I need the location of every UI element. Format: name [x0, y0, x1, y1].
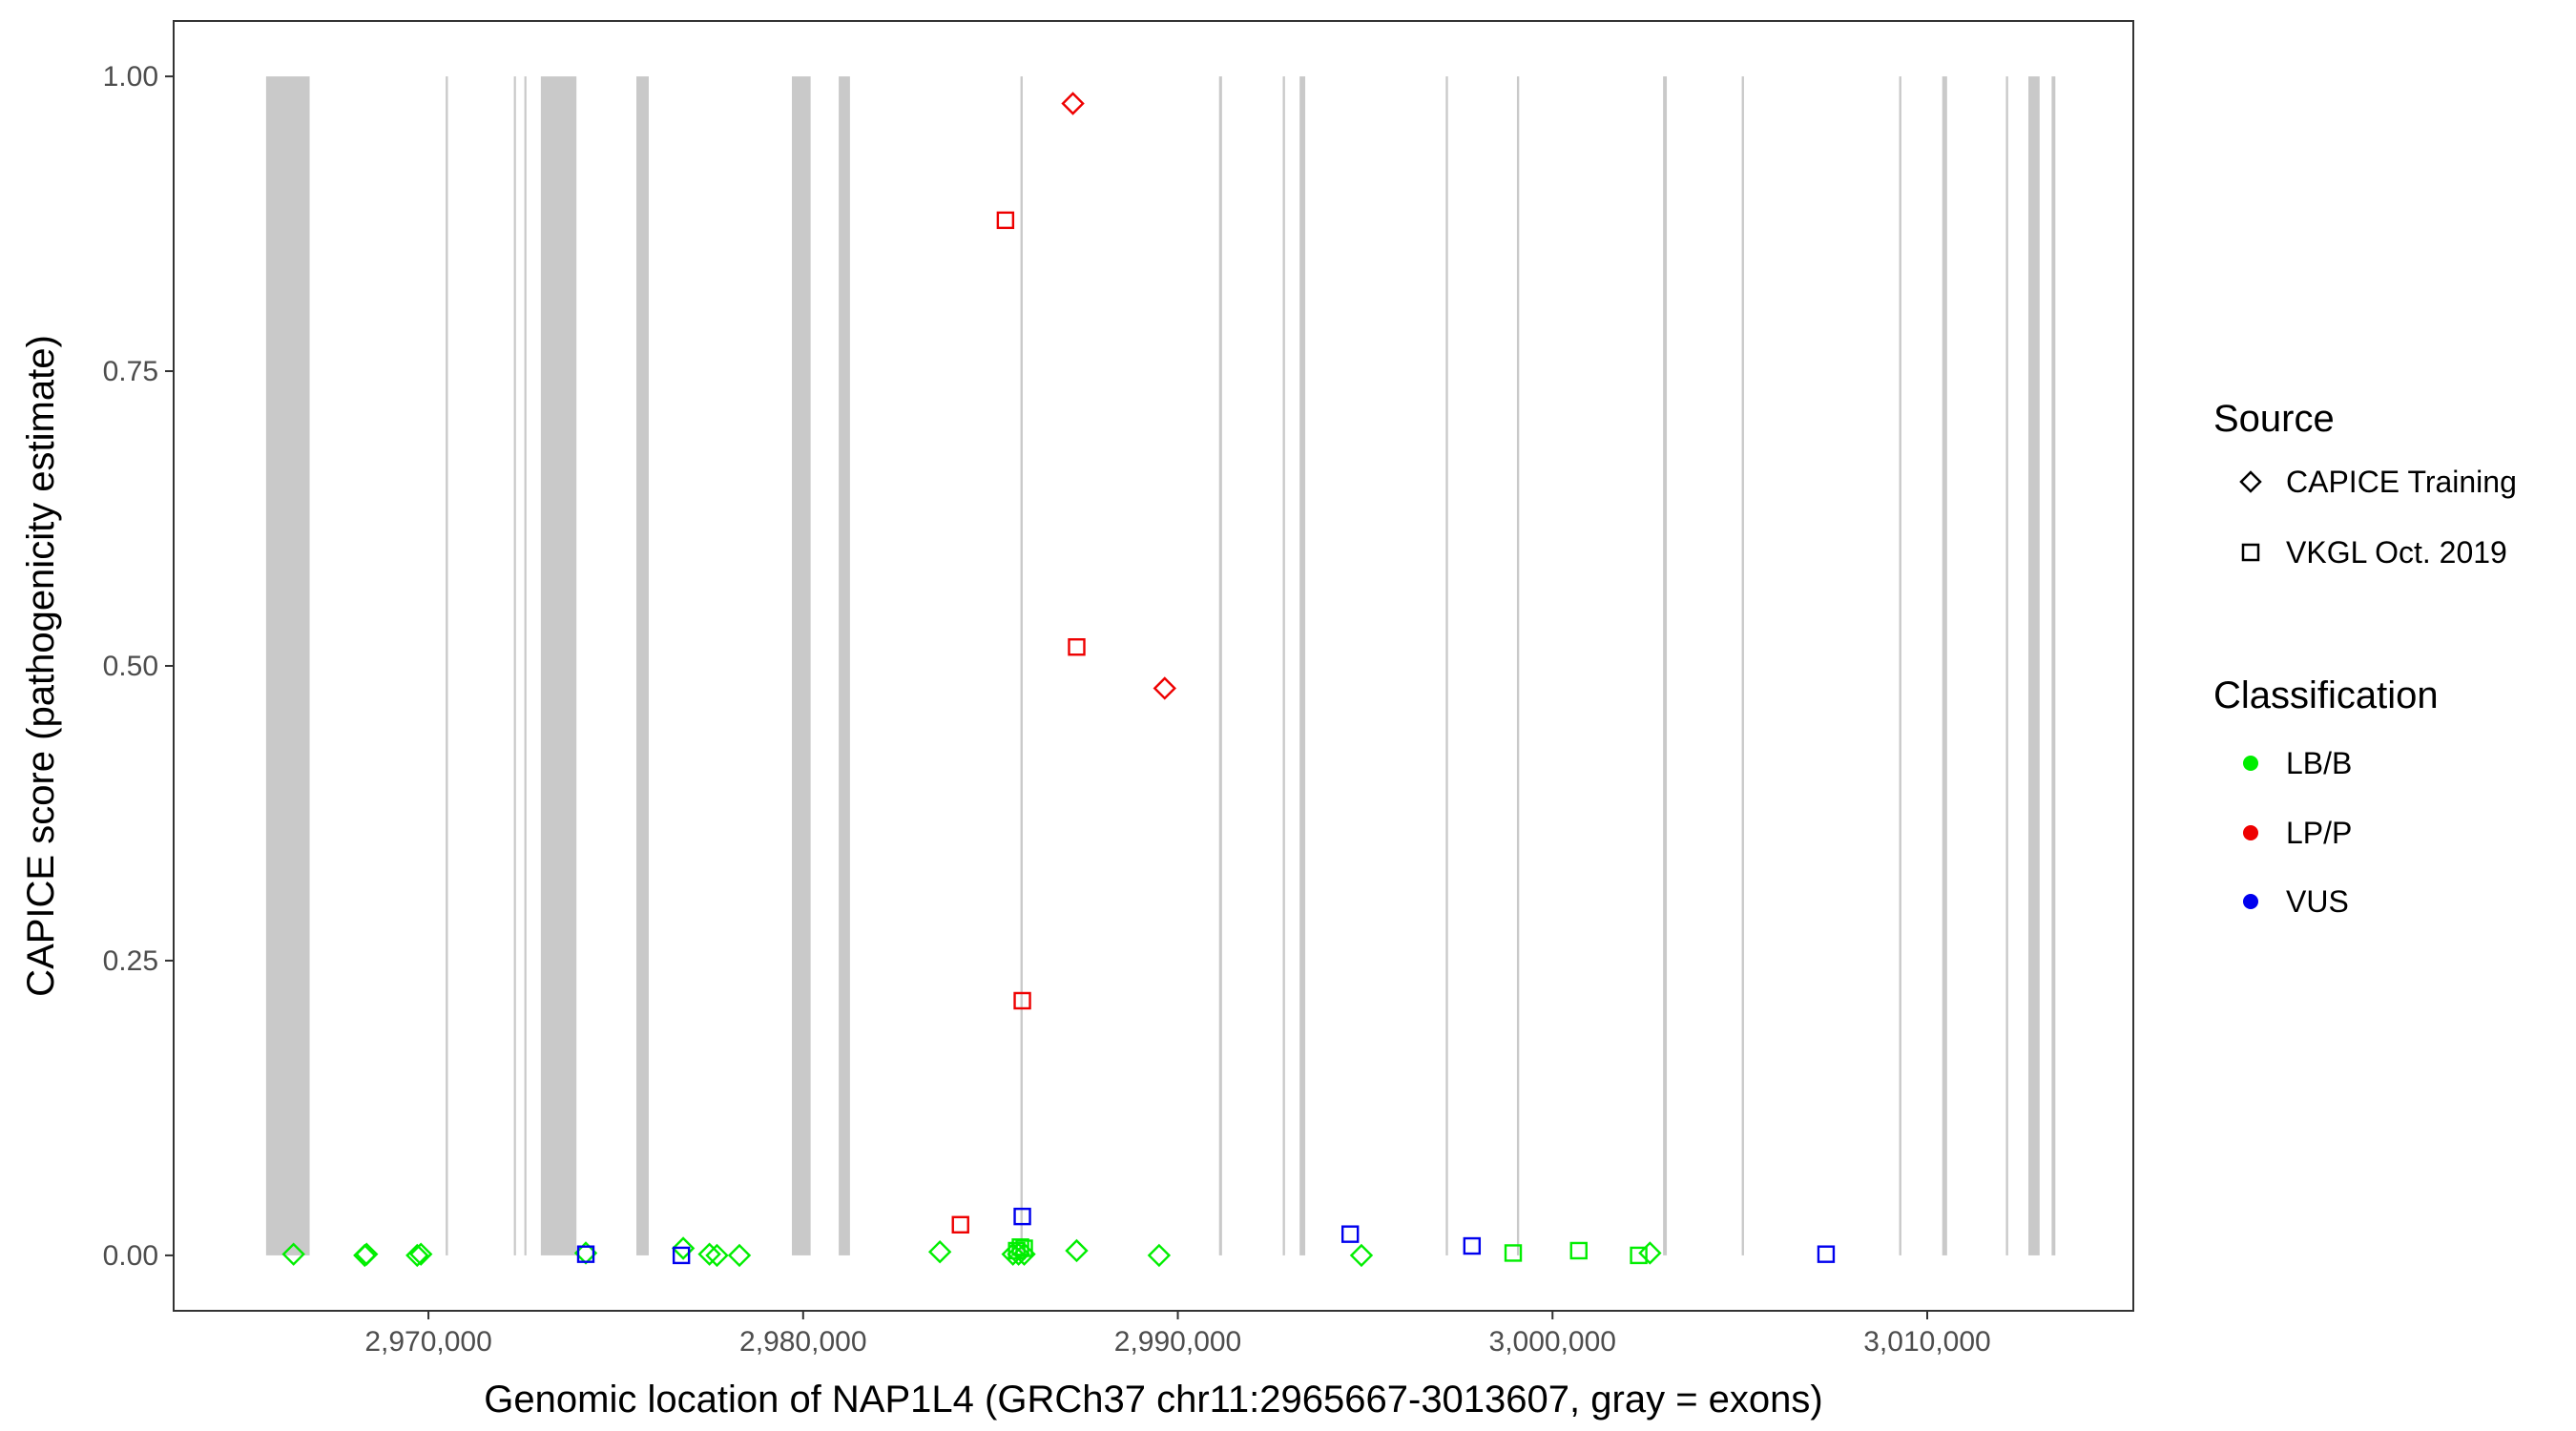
data-point-square [1015, 1239, 1033, 1257]
data-point-diamond [671, 1236, 696, 1260]
exon-band [1282, 76, 1285, 1255]
x-axis: 2,970,000 2,980,000 2,990,000 3,000,000 3,01… [364, 1311, 1991, 1358]
data-point-square [1463, 1236, 1482, 1255]
legend-entry-capice-training: CAPICE Training [2239, 465, 2517, 499]
exon-band [2051, 76, 2056, 1255]
y-axis: 0.00 0.25 0.50 0.75 1.00 [103, 61, 174, 1272]
x-tick-label: 2,980,000 [739, 1326, 866, 1358]
exon-band [839, 76, 850, 1255]
x-tick-label: 2,990,000 [1114, 1326, 1241, 1358]
exon-band [792, 76, 811, 1255]
data-point-square [951, 1215, 969, 1234]
data-point-diamond [1349, 1243, 1374, 1268]
y-tick-label: 0.75 [103, 356, 158, 387]
legend-lpp-dot-icon [2243, 825, 2258, 840]
exon-band [265, 76, 310, 1255]
data-point-square [1504, 1244, 1523, 1262]
data-point-square [576, 1245, 595, 1263]
exon-band [2028, 76, 2040, 1255]
data-point-diamond [281, 1242, 305, 1266]
exon-band [1299, 76, 1306, 1255]
data-point-square [996, 211, 1015, 230]
exon-band [1020, 76, 1023, 1255]
y-tick-label: 0.00 [103, 1240, 158, 1272]
exon-band [524, 76, 527, 1255]
y-tick-label: 0.50 [103, 651, 158, 682]
data-point-diamond [927, 1240, 952, 1264]
data-point-diamond [355, 1242, 379, 1266]
data-point-diamond [409, 1242, 433, 1266]
legend-label-capice-training: CAPICE Training [2286, 465, 2517, 499]
data-point-square [1630, 1246, 1648, 1265]
data-point-square [1817, 1245, 1836, 1263]
data-point-diamond [1638, 1241, 1662, 1265]
legend-entry-lbb: LB/B [2243, 746, 2352, 780]
data-point-square [1011, 1238, 1029, 1256]
data-point-square [1068, 638, 1086, 656]
data-point-diamond [1147, 1243, 1172, 1268]
exon-band [1663, 76, 1668, 1255]
data-point-diamond [1065, 1238, 1089, 1263]
y-tick-label: 0.25 [103, 945, 158, 977]
data-point-diamond [697, 1242, 721, 1266]
data-point-square [1013, 1207, 1031, 1226]
legend-label-vkgl: VKGL Oct. 2019 [2286, 535, 2507, 570]
legend-entry-lpp: LP/P [2243, 816, 2352, 850]
x-tick-label: 3,000,000 [1489, 1326, 1616, 1358]
x-axis-title: Genomic location of NAP1L4 (GRCh37 chr11… [484, 1379, 1822, 1421]
legend-source-title: Source [2213, 398, 2335, 440]
data-point-diamond [1001, 1242, 1025, 1266]
exon-band [513, 76, 516, 1255]
legend-diamond-icon [2239, 470, 2262, 493]
exon-band [636, 76, 649, 1255]
data-point-square [1013, 991, 1031, 1010]
legend: Source CAPICE Training VKGL Oct. 2019 Cl… [2213, 398, 2517, 919]
y-axis-title: CAPICE score (pathogenicity estimate) [20, 335, 62, 997]
data-point-diamond [1061, 92, 1085, 115]
legend-square-icon [2241, 543, 2260, 562]
exon-band [1899, 76, 1901, 1255]
exon-band [2005, 76, 2008, 1255]
exon-band [446, 76, 448, 1255]
data-point-diamond [1153, 676, 1176, 700]
legend-label-vus: VUS [2286, 884, 2349, 919]
exon-band [1445, 76, 1448, 1255]
data-point-square [672, 1246, 691, 1265]
legend-label-lbb: LB/B [2286, 746, 2352, 780]
exon-band [1218, 76, 1222, 1255]
data-point-diamond [705, 1243, 729, 1268]
x-tick-label: 3,010,000 [1863, 1326, 1990, 1358]
y-tick-label: 1.00 [103, 61, 158, 93]
data-points [281, 92, 1836, 1268]
x-tick-label: 2,970,000 [364, 1326, 491, 1358]
data-point-diamond [405, 1243, 429, 1268]
exon-band [540, 76, 577, 1255]
data-point-diamond [727, 1243, 752, 1268]
legend-entry-vus: VUS [2243, 884, 2349, 919]
legend-lbb-dot-icon [2243, 756, 2258, 771]
legend-classification-title: Classification [2213, 674, 2439, 716]
exon-band [1741, 76, 1744, 1255]
legend-vus-dot-icon [2243, 894, 2258, 909]
legend-label-lpp: LP/P [2286, 816, 2352, 850]
exon-bands [265, 76, 2056, 1255]
exon-band [1942, 76, 1947, 1255]
legend-entry-vkgl: VKGL Oct. 2019 [2241, 535, 2507, 570]
data-point-square [1340, 1225, 1360, 1243]
data-point-square [1569, 1241, 1588, 1260]
exon-band [1516, 76, 1520, 1255]
